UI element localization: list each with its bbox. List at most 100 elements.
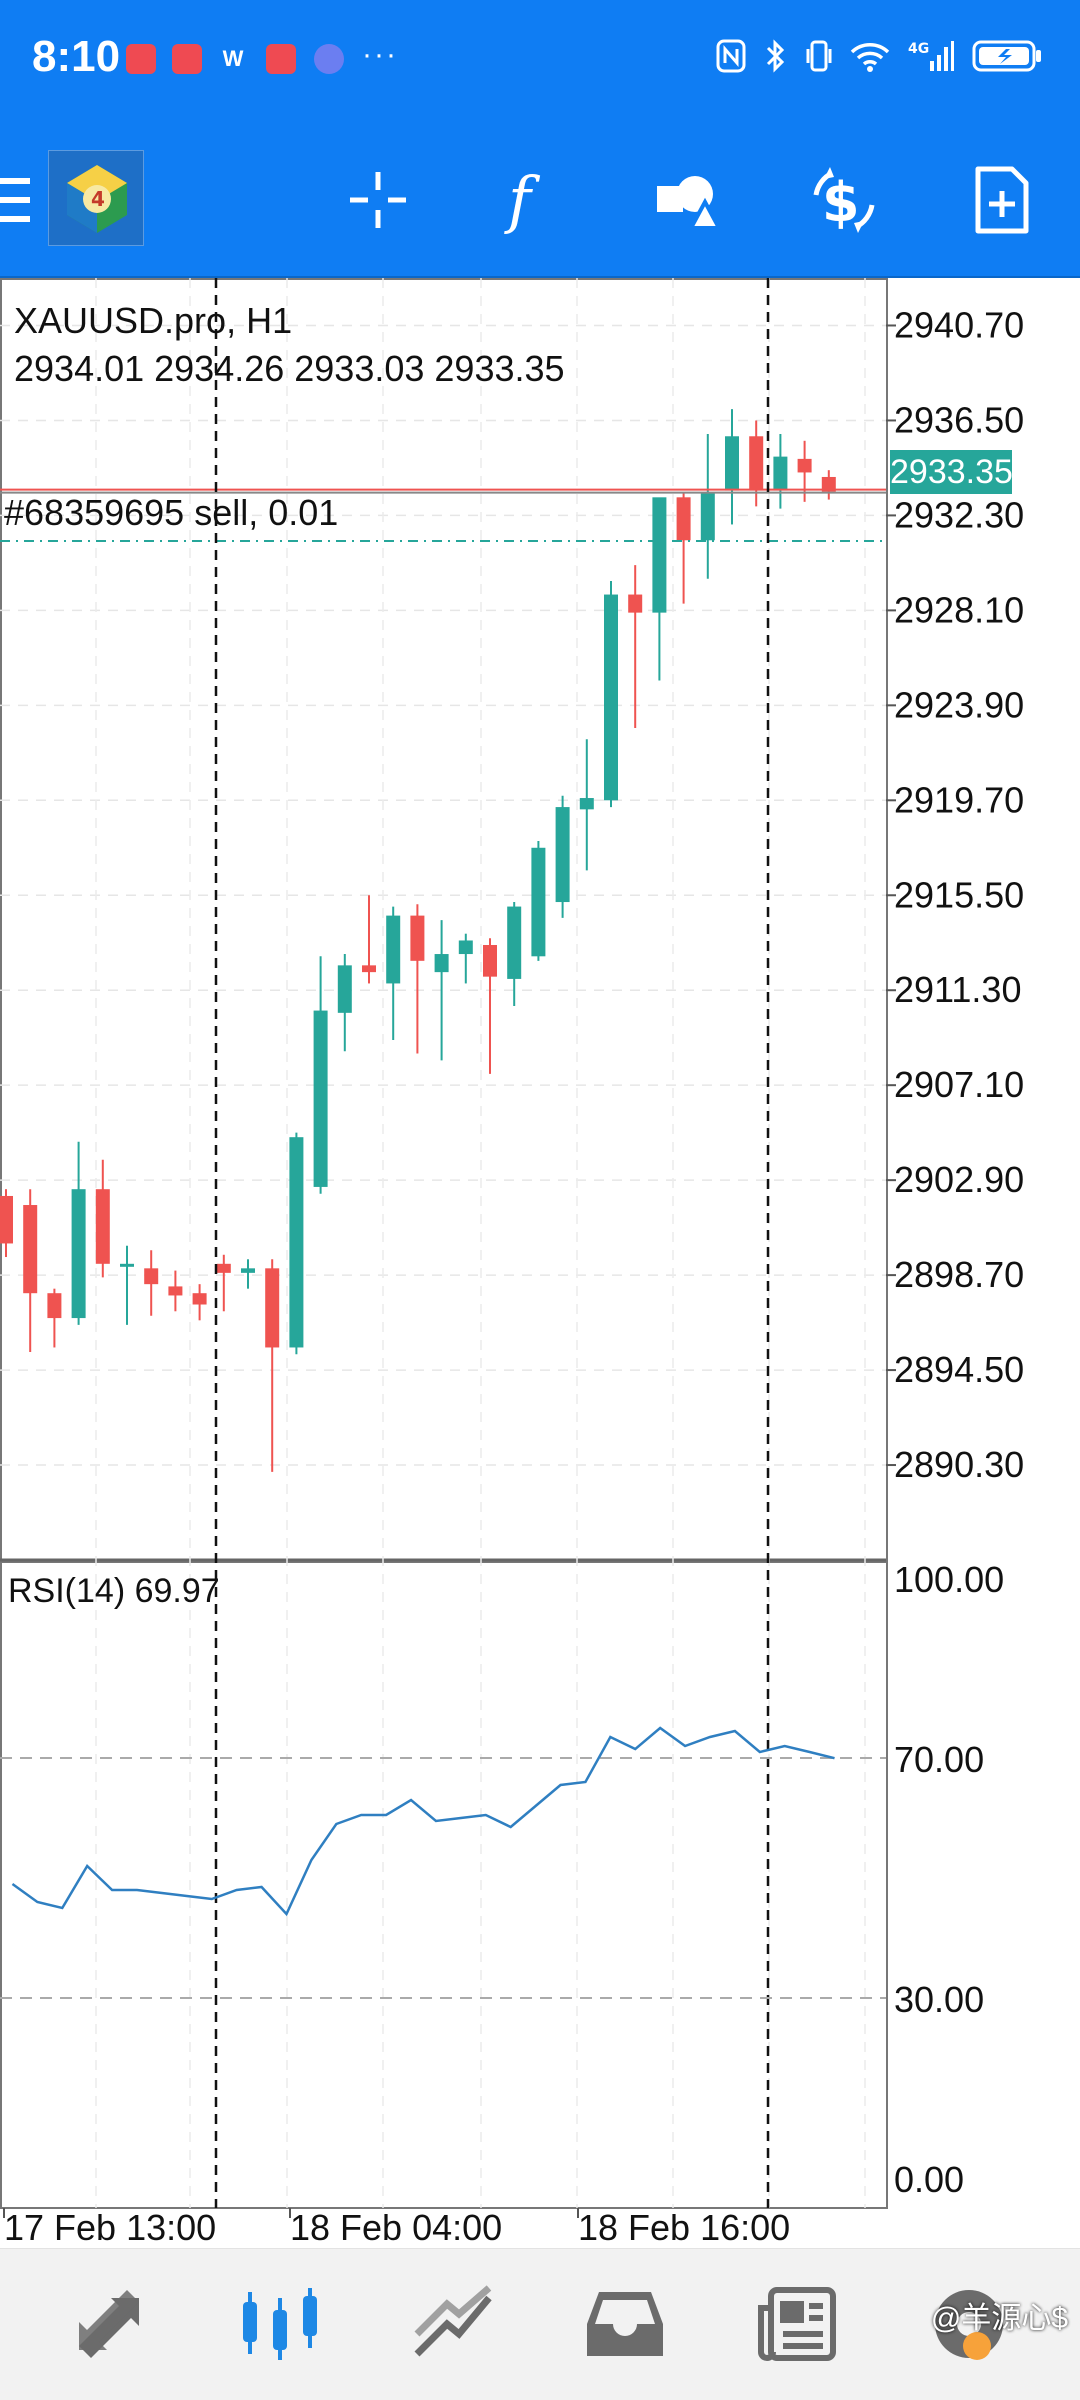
time-label: 18 Feb 04:00 xyxy=(290,2207,502,2246)
huawei-notification-icon xyxy=(266,44,296,74)
candle-bear xyxy=(216,1263,231,1273)
candle-bull xyxy=(458,940,473,955)
candle-bull xyxy=(337,965,352,1013)
candle-bull xyxy=(652,497,667,613)
price-tick-label: 2936.50 xyxy=(894,399,1024,440)
bluetooth-icon xyxy=(766,39,785,73)
price-tick-label: 2932.30 xyxy=(894,494,1024,535)
price-tick-label: 2902.90 xyxy=(894,1159,1024,1200)
grid-lines xyxy=(0,278,888,2209)
candle-bull xyxy=(531,847,546,957)
new-document-icon[interactable] xyxy=(962,160,1042,240)
svg-text:$: $ xyxy=(822,171,860,234)
price-tick-label: 2898.70 xyxy=(894,1254,1024,1295)
candle-bear xyxy=(628,594,643,613)
candle-bear xyxy=(144,1268,159,1285)
candle-bull xyxy=(289,1137,304,1348)
price-tick-label: 2940.70 xyxy=(894,304,1024,345)
rsi-line xyxy=(11,1726,835,1917)
price-tick-label: 2911.30 xyxy=(894,969,1021,1010)
svg-text:4: 4 xyxy=(91,187,105,211)
clock: 8:10 xyxy=(32,32,121,81)
rsi-label: RSI(14) 69.97 xyxy=(8,1572,220,1610)
objects-icon[interactable] xyxy=(648,160,728,240)
candle-bull xyxy=(700,492,715,541)
order-label: #68359695 sell, 0.01 xyxy=(4,492,339,533)
candle-bull xyxy=(120,1263,134,1267)
price-axis: 2940.70 2936.50 2932.30 2928.10 2923.90 2919.… xyxy=(3,304,1024,2248)
price-tick-label: 2915.50 xyxy=(894,874,1024,915)
trade-icon[interactable]: $ xyxy=(804,160,884,240)
price-tick-label: 2919.70 xyxy=(894,779,1024,820)
candle-bear xyxy=(23,1205,38,1294)
candle-bear xyxy=(676,497,691,541)
candle-bear xyxy=(797,458,812,473)
chart-icon[interactable] xyxy=(236,2279,326,2369)
menu-icon[interactable] xyxy=(0,172,34,228)
candle-bear xyxy=(0,1195,13,1244)
system-icons: 4G xyxy=(716,38,1042,74)
history-icon[interactable] xyxy=(580,2279,670,2369)
candle-bear xyxy=(821,476,836,492)
candle-bull xyxy=(725,436,739,491)
candle-bear xyxy=(483,945,497,977)
rsi-tick-label: 70.00 xyxy=(894,1739,984,1780)
rsi-indicator xyxy=(0,1726,886,1999)
watermark: @羊源心$ xyxy=(930,2302,1068,2335)
current-price-tag: 2933.35 xyxy=(890,450,1013,494)
rsi-tick-label: 0.00 xyxy=(894,2159,964,2200)
wifi-icon xyxy=(850,43,890,72)
quotes-icon[interactable] xyxy=(64,2279,154,2369)
time-label: 17 Feb 13:00 xyxy=(4,2207,216,2246)
candle-bull xyxy=(555,807,570,903)
crosshair-icon[interactable] xyxy=(338,160,418,240)
metatrader-logo[interactable]: 4 xyxy=(48,150,144,246)
candles xyxy=(0,278,886,2208)
chart-canvas[interactable]: 2940.70 2936.50 2932.30 2928.10 2923.90 2919.… xyxy=(0,278,1080,2248)
candle-bull xyxy=(241,1268,255,1273)
bottom-navigation: @羊源心$ xyxy=(0,2248,1080,2400)
w-notification-icon: W xyxy=(222,46,244,71)
price-tick-label: 2928.10 xyxy=(894,589,1024,630)
candle-bull xyxy=(507,906,522,979)
news-icon[interactable] xyxy=(752,2279,842,2369)
candle-bear xyxy=(168,1286,183,1296)
candle-bear xyxy=(749,436,764,491)
candle-bull xyxy=(386,915,401,984)
ohlc-values: 2934.01 2934.26 2933.03 2933.35 xyxy=(14,348,565,389)
settings-icon[interactable] xyxy=(924,2279,1014,2369)
vibrate-icon xyxy=(806,40,832,72)
svg-text:4G: 4G xyxy=(908,41,929,57)
candle-bull xyxy=(604,594,618,801)
candle-bull xyxy=(71,1189,86,1319)
symbol-title: XAUUSD.pro, H1 xyxy=(14,300,293,341)
candle-bull xyxy=(434,954,449,973)
svg-text:f: f xyxy=(504,165,541,235)
candle-bear xyxy=(410,915,425,961)
price-tick-label: 2894.50 xyxy=(894,1349,1024,1390)
price-chart[interactable]: 2940.70 2936.50 2932.30 2928.10 2923.90 2919.… xyxy=(0,278,1080,2248)
trade-nav-icon[interactable] xyxy=(408,2279,498,2369)
candle-bear xyxy=(95,1189,110,1264)
price-tick-label: 2923.90 xyxy=(894,684,1024,725)
nfc-icon xyxy=(716,39,746,73)
candle-bear xyxy=(192,1293,207,1305)
candle-bear xyxy=(362,965,376,973)
price-tick-label: 2890.30 xyxy=(894,1444,1024,1485)
candle-bear xyxy=(47,1293,62,1319)
app-notification-icon xyxy=(314,44,344,74)
huawei-notification-icon xyxy=(172,44,202,74)
rsi-tick-label: 30.00 xyxy=(894,1979,984,2020)
candle-bear xyxy=(265,1268,280,1348)
signal-4g-icon: 4G xyxy=(908,41,954,71)
indicators-icon[interactable]: f xyxy=(490,160,570,240)
more-notifications-icon: ··· xyxy=(362,38,398,71)
candle-bull xyxy=(579,798,594,810)
chart-toolbar: 4 f $ xyxy=(0,120,1080,278)
huawei-notification-icon xyxy=(126,44,156,74)
status-bar: 8:10 W ··· 4G xyxy=(0,0,1080,120)
rsi-pane-border xyxy=(0,1561,888,2209)
price-tick-label: 2907.10 xyxy=(894,1064,1024,1105)
rsi-tick-label: 100.00 xyxy=(894,1559,1004,1600)
battery-icon xyxy=(972,40,1041,72)
